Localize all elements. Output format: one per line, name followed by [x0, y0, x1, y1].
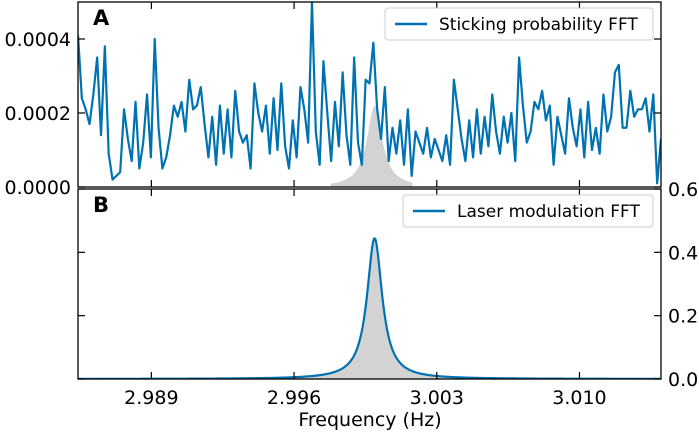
y-tick-label: 0.0 — [668, 369, 698, 391]
shaded-peak-a — [330, 105, 413, 187]
legend-label: Laser modulation FFT — [457, 202, 640, 222]
legend-a: Sticking probability FFT — [384, 7, 654, 41]
x-tick-label: 3.010 — [552, 387, 606, 409]
y-tick-label: 0.0004 — [5, 29, 71, 51]
legend-b: Laser modulation FFT — [402, 194, 654, 228]
legend-label: Sticking probability FFT — [439, 15, 638, 35]
legend-box — [384, 7, 654, 41]
series-line-a — [78, 2, 661, 185]
panel-label-b: B — [93, 193, 109, 217]
panel-a: 0.0000 0.0002 0.0004 A Sticking probability … — [5, 1, 662, 199]
axes-frame-b — [77, 188, 662, 380]
y-tick-label: 0.4 — [668, 242, 698, 264]
x-tick-label: 2.996 — [267, 387, 321, 409]
axes-frame-a — [77, 1, 662, 188]
plot-area-b — [78, 237, 661, 379]
panel-b: 2.989 2.996 3.003 3.010 0.0 0.2 0.4 0.6 B Laser m… — [77, 179, 698, 409]
legend-box — [402, 194, 654, 228]
y-tick-label: 0.6 — [668, 179, 698, 201]
y-tick-label: 0.2 — [668, 306, 698, 328]
shaded-peak-b — [78, 238, 661, 379]
plot-area-a — [78, 2, 661, 187]
x-tick-label: 2.989 — [124, 387, 178, 409]
x-tick-label: 3.003 — [410, 387, 464, 409]
y-tick-label: 0.0002 — [5, 103, 71, 125]
panel-label-a: A — [93, 6, 110, 30]
y-tick-label: 0.0000 — [5, 177, 71, 199]
x-axis-label: Frequency (Hz) — [298, 409, 441, 431]
